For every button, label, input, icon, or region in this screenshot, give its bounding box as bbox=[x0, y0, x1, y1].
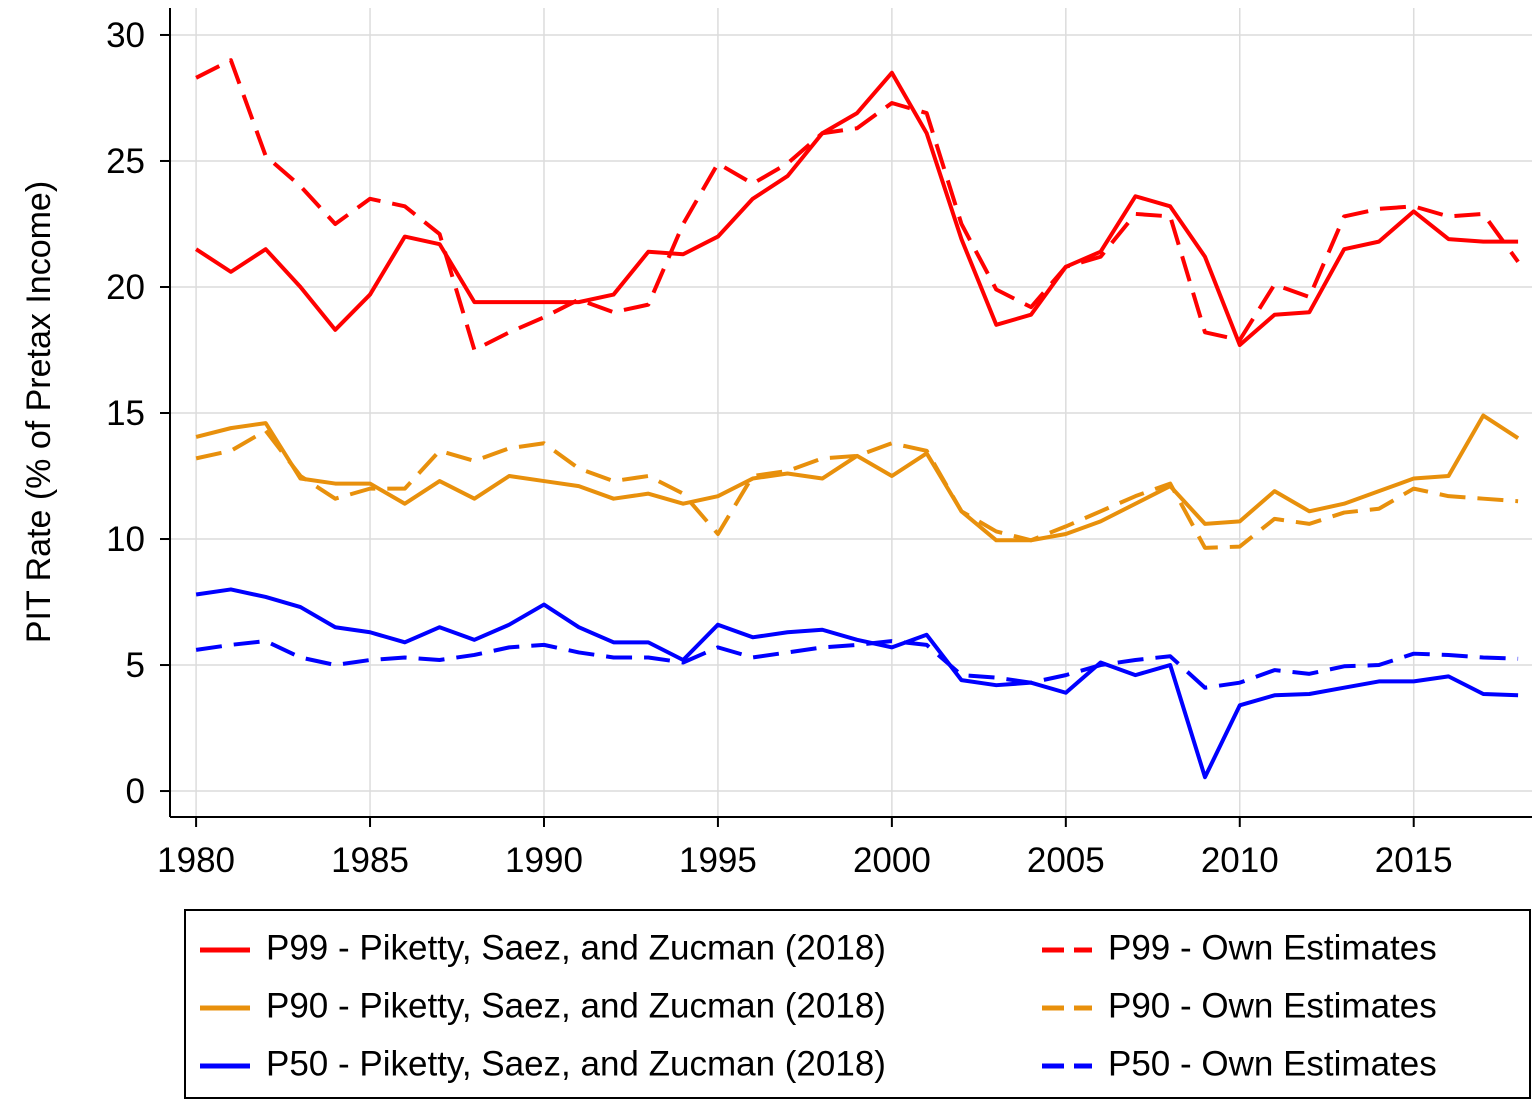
y-tick-label: 20 bbox=[106, 268, 145, 307]
legend-box bbox=[184, 909, 1531, 1099]
legend-label: P90 - Piketty, Saez, and Zucman (2018) bbox=[266, 986, 886, 1025]
series-line bbox=[195, 413, 1520, 543]
series-line bbox=[194, 70, 1519, 347]
y-tick-label: 15 bbox=[106, 394, 145, 433]
legend-label: P90 - Own Estimates bbox=[1108, 986, 1437, 1025]
x-tick-label: 1990 bbox=[505, 841, 583, 880]
series-line bbox=[195, 639, 1519, 690]
y-tick-label: 0 bbox=[126, 772, 145, 811]
legend-label: P99 - Piketty, Saez, and Zucman (2018) bbox=[266, 928, 886, 967]
x-tick-label: 2015 bbox=[1375, 841, 1453, 880]
legend-label: P50 - Piketty, Saez, and Zucman (2018) bbox=[266, 1044, 886, 1083]
y-tick-label: 5 bbox=[126, 646, 145, 685]
x-tick-label: 2005 bbox=[1027, 841, 1105, 880]
series-line bbox=[195, 428, 1519, 550]
x-tick-label: 2000 bbox=[853, 841, 931, 880]
series-line bbox=[195, 587, 1519, 780]
x-tick-label: 1980 bbox=[157, 841, 235, 880]
y-tick-label: 10 bbox=[106, 520, 145, 559]
x-tick-label: 1995 bbox=[679, 841, 757, 880]
legend-label: P50 - Own Estimates bbox=[1108, 1044, 1437, 1083]
y-tick-label: 30 bbox=[106, 16, 145, 55]
x-tick-label: 1985 bbox=[331, 841, 409, 880]
y-tick-label: 25 bbox=[106, 142, 145, 181]
y-axis-title: PIT Rate (% of Pretax Income) bbox=[20, 181, 58, 643]
x-tick-label: 2010 bbox=[1201, 841, 1279, 880]
legend-label: P99 - Own Estimates bbox=[1108, 928, 1437, 967]
series-line bbox=[195, 58, 1520, 352]
